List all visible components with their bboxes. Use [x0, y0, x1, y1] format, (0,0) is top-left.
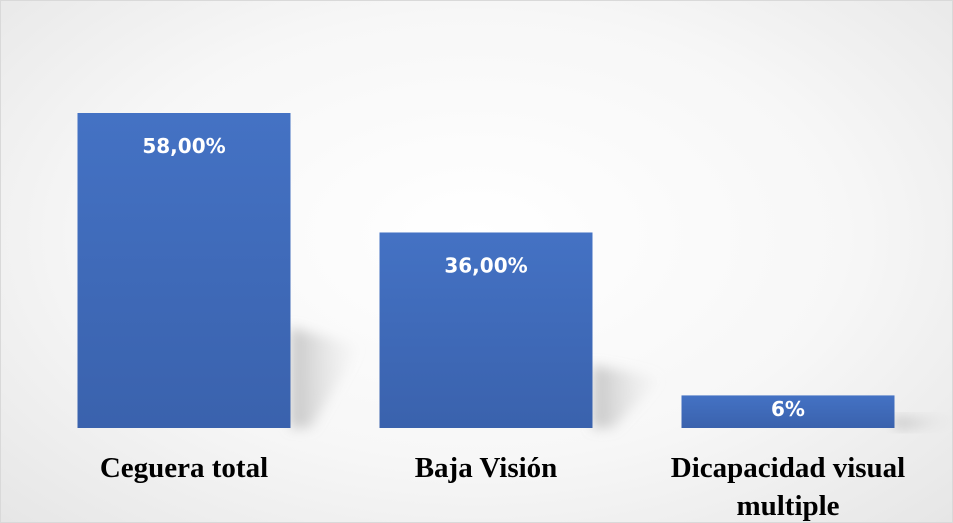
- bar-shadow: [894, 417, 952, 428]
- data-label-3: 6%: [771, 397, 805, 421]
- bar-1: [77, 113, 291, 428]
- category-label-3: Dicapacidad visual multiple: [671, 452, 905, 522]
- bar-2: [379, 232, 593, 428]
- data-label-1: 58,00%: [142, 134, 225, 158]
- bar-shadow: [592, 365, 663, 428]
- category-label-1: Ceguera total: [100, 452, 268, 484]
- category-label-2: Baja Visión: [415, 452, 558, 484]
- data-label-2: 36,00%: [444, 253, 527, 277]
- bar-3: [681, 395, 895, 428]
- bar-shadow: [290, 327, 361, 428]
